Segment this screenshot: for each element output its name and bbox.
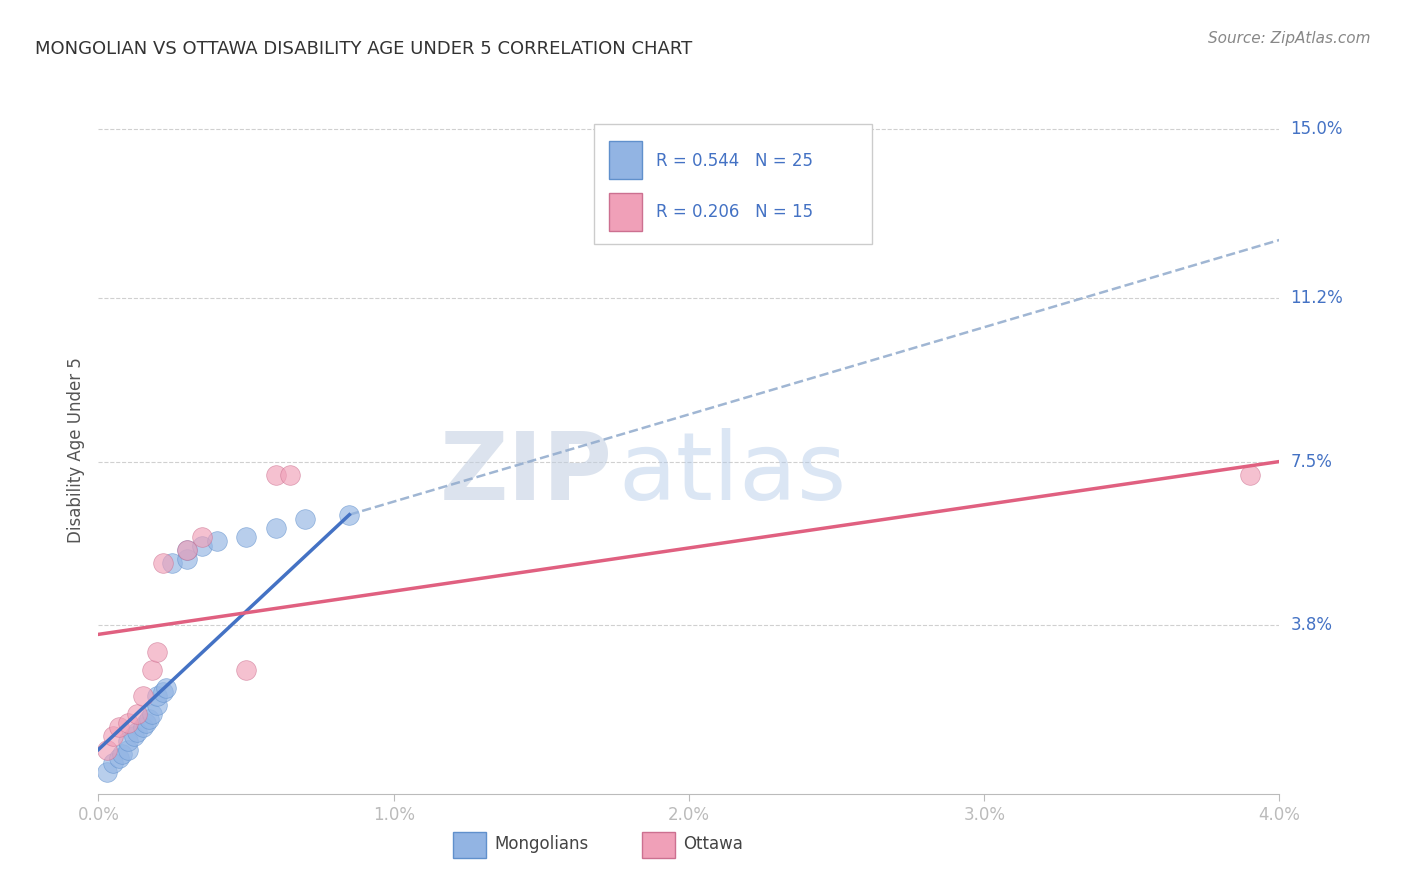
Text: 11.2%: 11.2% bbox=[1291, 289, 1343, 307]
Point bbox=[108, 720, 131, 734]
Point bbox=[264, 467, 287, 482]
Point bbox=[96, 742, 118, 756]
Point bbox=[205, 534, 228, 549]
Point bbox=[132, 720, 155, 734]
Point bbox=[141, 663, 163, 677]
Text: 15.0%: 15.0% bbox=[1291, 120, 1343, 138]
Point bbox=[135, 716, 157, 731]
Point bbox=[162, 557, 183, 571]
Point bbox=[339, 508, 361, 522]
Point bbox=[125, 724, 148, 739]
Point bbox=[125, 707, 148, 722]
Text: atlas: atlas bbox=[619, 428, 846, 521]
Point bbox=[117, 716, 139, 731]
Text: Source: ZipAtlas.com: Source: ZipAtlas.com bbox=[1208, 31, 1371, 46]
Point bbox=[117, 742, 139, 756]
Point bbox=[96, 764, 118, 779]
Point bbox=[111, 747, 134, 761]
Point bbox=[103, 729, 125, 743]
Point bbox=[191, 530, 214, 544]
Point bbox=[280, 467, 302, 482]
Point bbox=[108, 751, 131, 765]
Point bbox=[152, 557, 174, 571]
Point bbox=[235, 663, 257, 677]
Point bbox=[146, 645, 169, 659]
Point bbox=[155, 681, 177, 695]
Point bbox=[176, 543, 198, 558]
Point bbox=[152, 685, 174, 699]
Point bbox=[141, 707, 163, 722]
Point bbox=[294, 512, 316, 526]
Point bbox=[138, 712, 160, 726]
Text: Ottawa: Ottawa bbox=[683, 835, 742, 853]
Text: Mongolians: Mongolians bbox=[494, 835, 588, 853]
Point bbox=[176, 552, 198, 566]
Y-axis label: Disability Age Under 5: Disability Age Under 5 bbox=[66, 358, 84, 543]
Text: 3.8%: 3.8% bbox=[1291, 616, 1333, 634]
Text: ZIP: ZIP bbox=[439, 428, 612, 521]
Bar bbox=[453, 831, 486, 858]
Bar bbox=[641, 831, 675, 858]
Text: MONGOLIAN VS OTTAWA DISABILITY AGE UNDER 5 CORRELATION CHART: MONGOLIAN VS OTTAWA DISABILITY AGE UNDER… bbox=[35, 40, 692, 58]
Point bbox=[146, 698, 169, 713]
Point bbox=[122, 729, 145, 743]
Point bbox=[132, 690, 155, 704]
Point bbox=[264, 521, 287, 535]
Text: R = 0.544   N = 25: R = 0.544 N = 25 bbox=[655, 152, 813, 169]
FancyBboxPatch shape bbox=[595, 124, 872, 244]
Point bbox=[146, 690, 169, 704]
Bar bbox=[609, 193, 641, 231]
Point bbox=[235, 530, 257, 544]
Point bbox=[1239, 467, 1261, 482]
Point bbox=[191, 539, 214, 553]
Point bbox=[176, 543, 198, 558]
Text: 7.5%: 7.5% bbox=[1291, 452, 1333, 471]
Point bbox=[117, 733, 139, 747]
Point bbox=[103, 756, 125, 770]
Text: R = 0.206   N = 15: R = 0.206 N = 15 bbox=[655, 203, 813, 221]
Bar bbox=[609, 141, 641, 179]
